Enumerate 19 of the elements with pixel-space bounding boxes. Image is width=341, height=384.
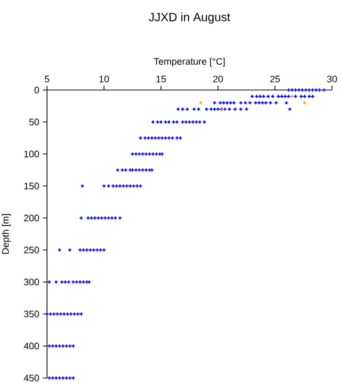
y-tick-label: 200: [24, 214, 40, 222]
y-tick-label: 150: [24, 182, 40, 190]
y-tick-label: 50: [29, 118, 40, 126]
chart-title: JJXD in August: [148, 12, 230, 24]
x-tick-label: 25: [270, 76, 280, 82]
x-tick-label: 5: [44, 76, 50, 82]
y-tick-label: 400: [24, 342, 40, 350]
y-tick-label: 0: [34, 86, 40, 94]
x-tick-label: 20: [213, 76, 223, 82]
y-tick-label: 350: [24, 310, 40, 318]
x-tick-label: 10: [99, 76, 109, 82]
x-tick-label: 15: [156, 76, 166, 82]
x-tick-label: 30: [327, 76, 337, 82]
y-axis-title: Depth [m]: [2, 214, 11, 254]
x-axis-title: Temperature [°C]: [154, 58, 225, 67]
y-tick-label: 300: [24, 278, 40, 286]
y-tick-label: 450: [24, 374, 40, 382]
y-tick-label: 100: [24, 150, 40, 158]
y-tick-label: 250: [24, 246, 40, 254]
